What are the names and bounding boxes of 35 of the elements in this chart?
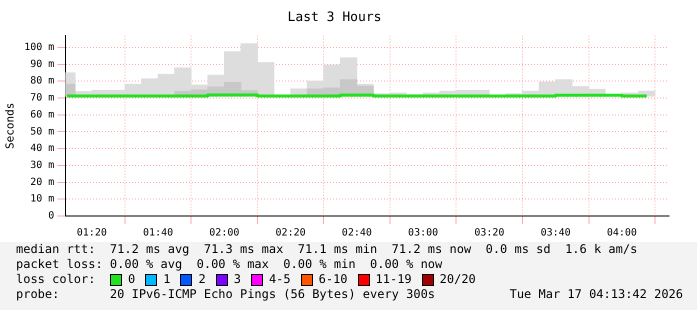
x-tick-label: 01:20 [76, 228, 107, 239]
y-tick-label: 60 m [30, 109, 54, 120]
x-tick-label: 02:00 [209, 228, 240, 239]
x-tick-label: 04:00 [606, 228, 637, 239]
legend-label: 11-19 [376, 272, 412, 287]
x-tick-label: 03:40 [540, 228, 571, 239]
x-tick-label: 01:40 [143, 228, 174, 239]
text: probe: 20 IPv6-ICMP Echo Pings (56 Bytes) every 300s [16, 287, 436, 302]
legend-label: 2 [198, 272, 206, 287]
legend-label: 1 [163, 272, 170, 287]
legend-title: loss color: [16, 272, 96, 287]
y-tick-label: 40 m [30, 143, 54, 154]
y-tick-label: 30 m [30, 160, 54, 172]
legend-label: 3 [234, 272, 241, 287]
text: median rtt: 71.2 ms avg 71.3 ms max 71.1 ms min 71.2 ms now 0.0 ms sd 1.6 k am/s [16, 242, 638, 257]
y-tick-label: 80 m [30, 76, 54, 87]
legend-label: 6-10 [318, 272, 348, 287]
legend-label: 0 [128, 272, 136, 287]
x-tick-label: 03:00 [408, 228, 438, 239]
legend-label: 20/20 [440, 272, 476, 287]
y-tick-label: 70 m [30, 92, 54, 104]
y-tick-label: 50 m [30, 126, 54, 138]
x-tick-label: 03:20 [474, 228, 504, 239]
y-tick-label: 20 m [30, 176, 54, 188]
legend-label: 4-5 [268, 272, 291, 287]
x-tick-label: 02:40 [342, 228, 372, 239]
y-tick-label: 0 [48, 210, 54, 222]
x-tick-label: 02:20 [276, 228, 306, 239]
y-tick-label: 10 m [30, 194, 54, 205]
text: packet loss: 0.00 % avg 0.00 % max 0.00 % min 0.00 % now [16, 257, 444, 272]
y-tick-label: 90 m [30, 58, 54, 70]
chart-title: Last 3 Hours [288, 10, 382, 26]
y-tick-label: 100 m [24, 42, 54, 53]
y-axis-title: Seconds [3, 102, 16, 149]
text: Tue Mar 17 04:13:42 2026 [510, 287, 683, 302]
